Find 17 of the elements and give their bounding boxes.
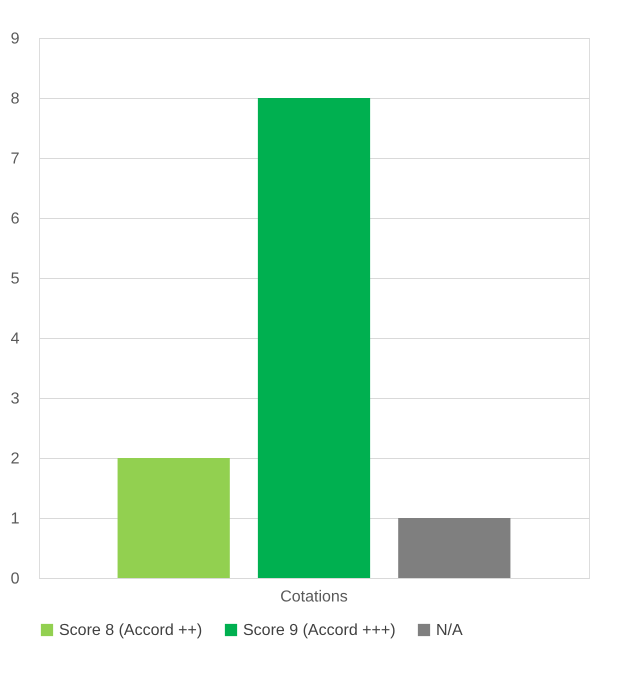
y-tick-label: 1 [10,510,20,528]
legend-label: Score 9 (Accord +++) [243,622,396,639]
y-tick-label: 2 [10,450,20,468]
y-tick-label: 3 [10,390,20,408]
y-tick-label: 0 [10,570,20,588]
bar [258,98,370,578]
y-tick-label: 4 [10,330,20,348]
y-tick-label: 6 [10,210,20,228]
y-tick-label: 7 [10,150,20,168]
bar [398,518,510,578]
legend-label: N/A [436,622,463,639]
y-tick-label: 8 [10,90,20,108]
y-tick-label: 5 [10,270,20,288]
y-tick-label: 9 [10,30,20,48]
bar [118,458,230,578]
x-tick-label: Cotations [280,588,348,606]
legend-label: Score 8 (Accord ++) [59,622,202,639]
